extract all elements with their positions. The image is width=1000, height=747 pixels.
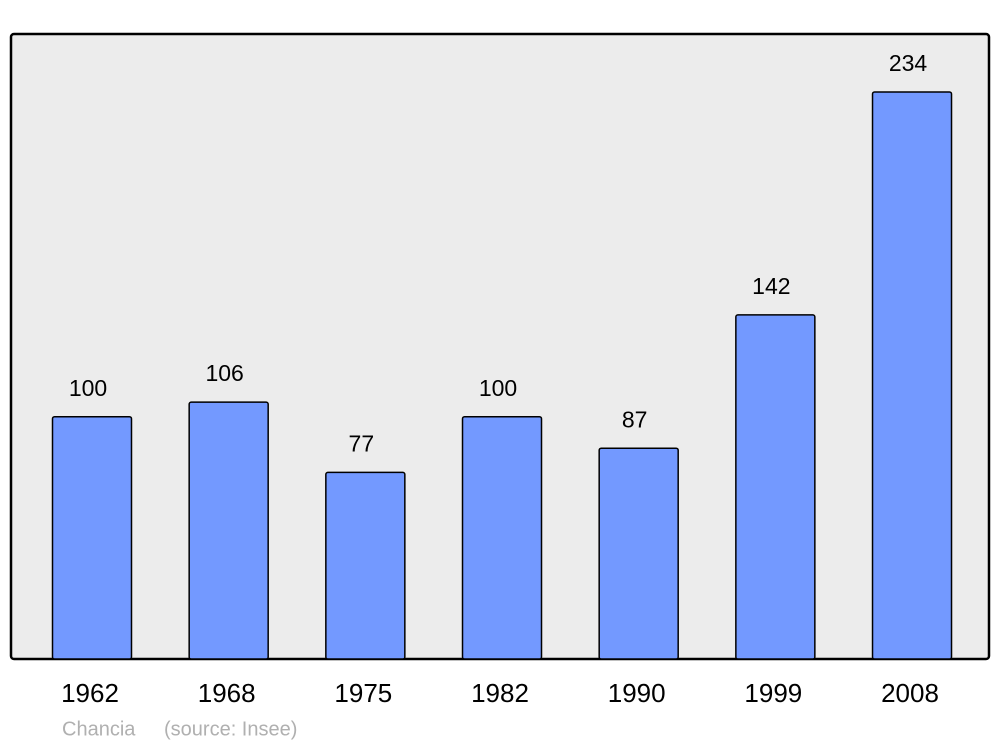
bar (735, 314, 816, 660)
value-label: 100 (479, 375, 517, 401)
x-tick-label: 1990 (608, 678, 666, 708)
place-label: Chancia (62, 718, 136, 740)
bar (188, 401, 269, 660)
bar (871, 91, 953, 660)
x-tick-label: 1999 (744, 678, 802, 708)
x-tick-label: 2008 (881, 678, 939, 708)
x-tick-label: 1962 (61, 678, 119, 708)
bar (325, 471, 406, 660)
value-label: 77 (349, 431, 375, 457)
value-label: 106 (205, 360, 243, 386)
value-label: 100 (69, 375, 107, 401)
bar (461, 415, 543, 660)
bar (51, 415, 133, 660)
x-tick-label: 1975 (334, 678, 392, 708)
source-label: (source: Insee) (164, 718, 297, 740)
value-label: 234 (889, 50, 928, 76)
x-tick-label: 1982 (471, 678, 529, 708)
value-label: 87 (622, 406, 648, 432)
value-label: 142 (752, 273, 790, 299)
x-tick-label: 1968 (198, 678, 256, 708)
bar (598, 447, 679, 660)
